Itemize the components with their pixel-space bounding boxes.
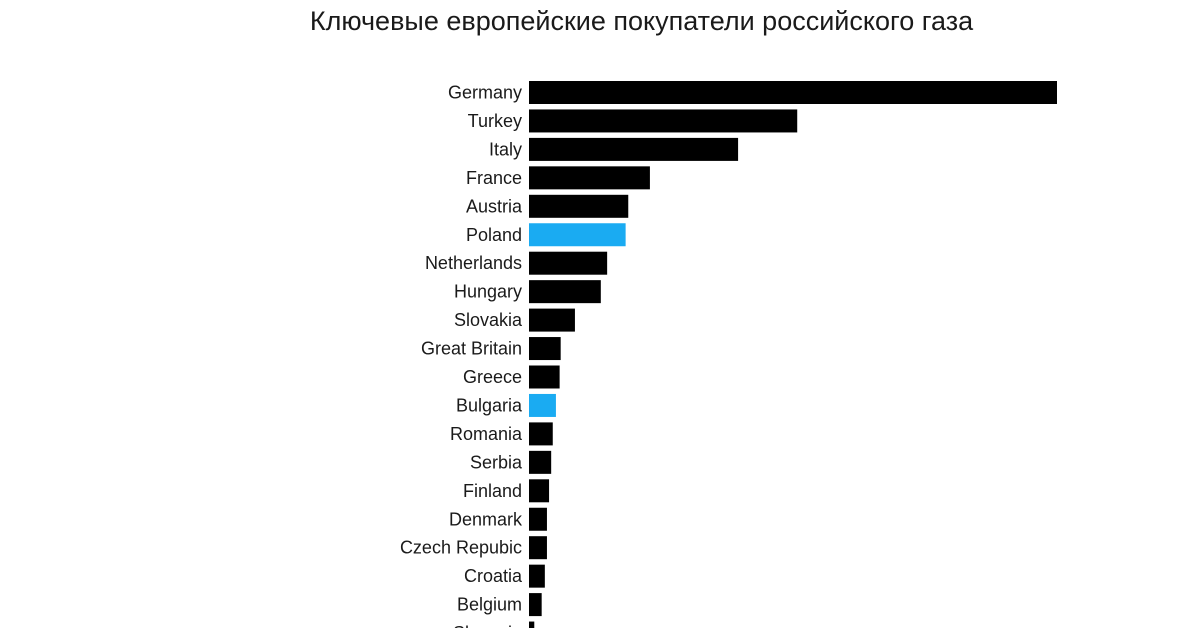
bar-czech-repubic [529, 536, 547, 560]
bar-bulgaria [529, 393, 556, 417]
category-label-austria: Austria [466, 196, 523, 216]
category-label-greece: Greece [463, 367, 522, 387]
bar-austria [529, 194, 629, 218]
category-label-croatia: Croatia [464, 566, 523, 586]
category-label-italy: Italy [489, 139, 522, 159]
bar-germany [529, 81, 1057, 104]
category-label-romania: Romania [450, 424, 523, 444]
bar-belgium [529, 593, 542, 617]
category-label-finland: Finland [463, 481, 522, 501]
category-label-germany: Germany [448, 83, 522, 103]
category-label-poland: Poland [466, 225, 522, 245]
bar-slovenia [529, 621, 535, 628]
bar-netherlands [529, 251, 608, 275]
category-label-netherlands: Netherlands [425, 253, 522, 273]
category-label-czech-repubic: Czech Repubic [400, 538, 522, 558]
bar-denmark [529, 507, 547, 531]
category-label-belgium: Belgium [457, 595, 522, 615]
bar-slovakia [529, 308, 575, 332]
bar-italy [529, 137, 739, 161]
bar-great-britain [529, 337, 561, 361]
category-label-denmark: Denmark [449, 509, 523, 529]
category-label-serbia: Serbia [470, 452, 523, 472]
category-label-hungary: Hungary [454, 282, 522, 302]
category-label-turkey: Turkey [468, 111, 522, 131]
category-label-great-britain: Great Britain [421, 339, 522, 359]
bar-finland [529, 479, 550, 503]
bar-poland [529, 223, 626, 247]
bar-turkey [529, 109, 798, 133]
category-label-slovenia: Slovenia [453, 623, 523, 628]
bar-france [529, 166, 650, 190]
category-label-bulgaria: Bulgaria [456, 395, 523, 415]
bar-greece [529, 365, 560, 389]
category-label-slovakia: Slovakia [454, 310, 523, 330]
bar-romania [529, 422, 553, 446]
bar-serbia [529, 450, 552, 474]
bar-croatia [529, 564, 545, 588]
chart-title: Ключевые европейские покупатели российск… [309, 6, 974, 36]
category-label-france: France [466, 168, 522, 188]
bar-hungary [529, 280, 601, 304]
